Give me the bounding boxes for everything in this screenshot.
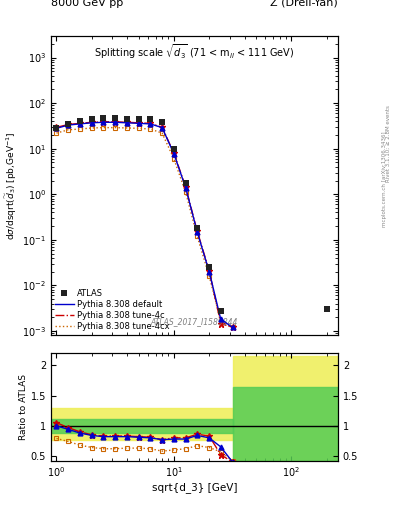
ATLAS — [324, 306, 329, 312]
ATLAS — [207, 264, 211, 270]
Pythia 8.308 default — [230, 324, 235, 330]
Pythia 8.308 tune-4cx — [207, 273, 211, 279]
Pythia 8.308 tune-4cx — [125, 125, 129, 131]
Pythia 8.308 default — [171, 151, 176, 157]
Pythia 8.308 tune-4cx — [183, 189, 188, 196]
Pythia 8.308 default — [219, 316, 223, 323]
ATLAS — [77, 118, 82, 124]
ATLAS — [195, 225, 200, 231]
Bar — [233, 387, 338, 461]
Text: Splitting scale $\sqrt{d_3}$ (71 < m$_{ll}$ < 111 GeV): Splitting scale $\sqrt{d_3}$ (71 < m$_{l… — [94, 42, 295, 60]
Text: ATLAS_2017_I1589844: ATLAS_2017_I1589844 — [151, 317, 238, 326]
ATLAS — [230, 352, 235, 358]
Pythia 8.308 default — [125, 120, 129, 126]
Pythia 8.308 tune-4cx — [219, 318, 223, 325]
Pythia 8.308 tune-4c — [77, 120, 82, 126]
Pythia 8.308 tune-4cx — [77, 126, 82, 132]
ATLAS — [113, 115, 118, 121]
ATLAS — [66, 121, 71, 127]
Line: ATLAS: ATLAS — [53, 115, 330, 358]
ATLAS — [136, 116, 141, 122]
ATLAS — [160, 119, 164, 125]
Text: 8000 GeV pp: 8000 GeV pp — [51, 0, 123, 8]
Pythia 8.308 tune-4cx — [148, 126, 153, 132]
Pythia 8.308 tune-4c — [230, 324, 235, 330]
Line: Pythia 8.308 default: Pythia 8.308 default — [57, 122, 233, 327]
Line: Pythia 8.308 tune-4cx: Pythia 8.308 tune-4cx — [57, 127, 233, 327]
Pythia 8.308 default — [207, 269, 211, 275]
Legend: ATLAS, Pythia 8.308 default, Pythia 8.308 tune-4c, Pythia 8.308 tune-4cx: ATLAS, Pythia 8.308 default, Pythia 8.30… — [53, 287, 171, 333]
Pythia 8.308 tune-4cx — [230, 324, 235, 330]
Bar — [51, 418, 233, 433]
Pythia 8.308 tune-4c — [125, 119, 129, 125]
Bar — [233, 356, 338, 461]
Pythia 8.308 tune-4cx — [54, 130, 59, 136]
Bar — [51, 408, 233, 440]
Pythia 8.308 tune-4c — [54, 124, 59, 131]
ATLAS — [183, 180, 188, 186]
ATLAS — [101, 115, 106, 121]
Pythia 8.308 default — [183, 184, 188, 190]
Line: Pythia 8.308 tune-4c: Pythia 8.308 tune-4c — [57, 122, 233, 327]
Pythia 8.308 default — [77, 121, 82, 127]
Y-axis label: d$\sigma$/dsqrt($\widetilde{d}_3$) [pb,GeV$^{-1}$]: d$\sigma$/dsqrt($\widetilde{d}_3$) [pb,G… — [4, 131, 20, 240]
Pythia 8.308 tune-4c — [113, 119, 118, 125]
Pythia 8.308 tune-4c — [183, 184, 188, 190]
Pythia 8.308 tune-4c — [171, 150, 176, 156]
Pythia 8.308 tune-4cx — [136, 125, 141, 132]
Pythia 8.308 tune-4c — [101, 119, 106, 125]
Pythia 8.308 tune-4c — [219, 321, 223, 327]
ATLAS — [148, 116, 153, 122]
Y-axis label: Ratio to ATLAS: Ratio to ATLAS — [19, 374, 28, 440]
X-axis label: sqrt{d_3} [GeV]: sqrt{d_3} [GeV] — [152, 482, 237, 493]
Pythia 8.308 default — [113, 119, 118, 125]
Text: Z (Drell-Yan): Z (Drell-Yan) — [270, 0, 338, 8]
Pythia 8.308 default — [148, 121, 153, 127]
Pythia 8.308 tune-4c — [66, 121, 71, 127]
Pythia 8.308 tune-4c — [136, 120, 141, 126]
Pythia 8.308 default — [101, 119, 106, 125]
Pythia 8.308 tune-4c — [207, 268, 211, 274]
Pythia 8.308 tune-4cx — [66, 127, 71, 133]
Pythia 8.308 tune-4c — [148, 120, 153, 126]
Pythia 8.308 tune-4cx — [160, 130, 164, 136]
Pythia 8.308 tune-4cx — [113, 124, 118, 131]
Pythia 8.308 default — [90, 120, 94, 126]
Pythia 8.308 default — [136, 120, 141, 126]
ATLAS — [90, 116, 94, 122]
Pythia 8.308 tune-4c — [90, 119, 94, 125]
Pythia 8.308 default — [66, 122, 71, 128]
ATLAS — [171, 145, 176, 152]
Pythia 8.308 tune-4c — [195, 228, 200, 234]
Pythia 8.308 tune-4cx — [90, 125, 94, 131]
Pythia 8.308 default — [54, 125, 59, 132]
Pythia 8.308 tune-4c — [160, 124, 164, 131]
Pythia 8.308 default — [195, 229, 200, 235]
Text: mcplots.cern.ch [arXiv:1306.3436]: mcplots.cern.ch [arXiv:1306.3436] — [382, 132, 387, 227]
Pythia 8.308 tune-4cx — [171, 156, 176, 162]
ATLAS — [125, 115, 129, 121]
Pythia 8.308 default — [160, 124, 164, 131]
ATLAS — [219, 308, 223, 314]
ATLAS — [54, 125, 59, 132]
Text: Rivet 3.1.10; ≥ 2.8M events: Rivet 3.1.10; ≥ 2.8M events — [386, 105, 391, 182]
Pythia 8.308 tune-4cx — [195, 233, 200, 239]
Pythia 8.308 tune-4cx — [101, 124, 106, 131]
